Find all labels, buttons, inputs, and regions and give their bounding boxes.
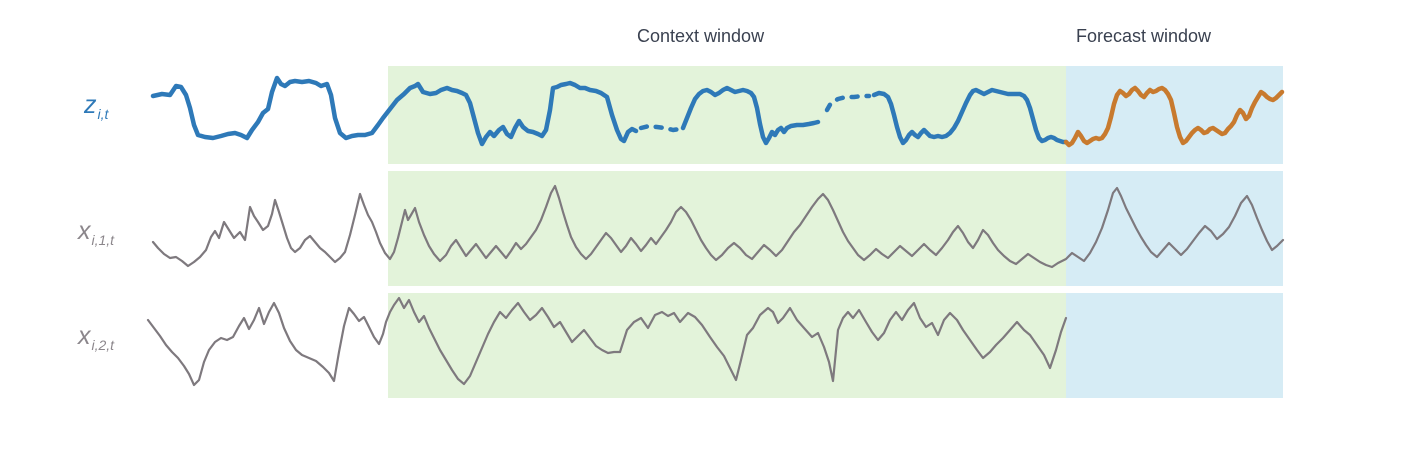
series-label-x2-subscript: i,2,t [91,337,115,353]
series-label-x2-main: x [78,322,91,350]
context-window-title: Context window [637,26,765,46]
series-label-z-main: z [84,91,97,119]
z-target-history-segment-2 [680,85,821,146]
series-label-x1-main: x [78,217,91,245]
z-target-history-segment-1 [638,123,683,133]
context-window-band-z [388,66,1066,164]
z-target-history-segment-0 [150,75,639,147]
forecast-window-band-x2 [1066,293,1283,398]
x-covariate-2-segment-0 [146,296,1068,387]
z-target-forecast-segment-0 [1063,85,1285,148]
x-covariate-1-segment-0 [151,184,1285,269]
series-label-x1-subscript: i,1,t [91,232,115,248]
forecast-window-title: Forecast window [1076,26,1212,46]
series-label-z-subscript: i,t [97,106,109,122]
series-label-z: zi,t [84,91,109,122]
context-window-band-x2 [388,293,1066,398]
z-target-history-segment-4 [871,87,1069,146]
z-target-history-segment-3 [824,93,872,113]
context-window-band-x1 [388,171,1066,286]
series-label-x1: xi,1,t [78,217,115,248]
series-label-x2: xi,2,t [78,322,115,353]
